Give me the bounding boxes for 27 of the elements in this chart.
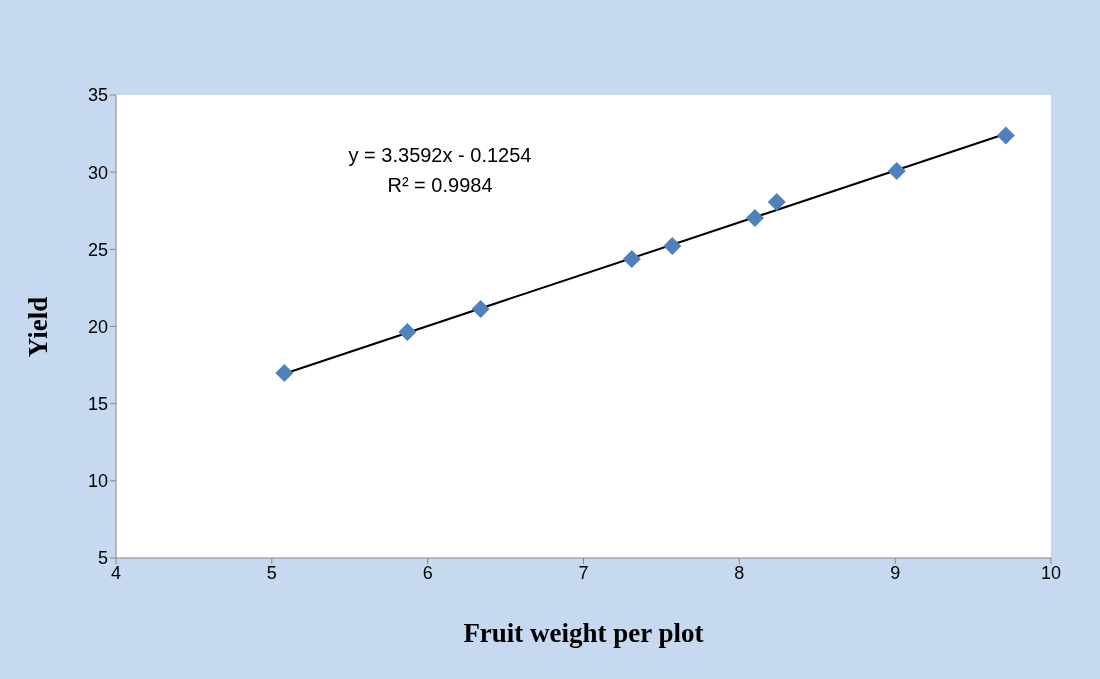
y-axis-title: Yield: [22, 296, 54, 357]
x-axis-title: Fruit weight per plot: [462, 618, 705, 649]
point: [622, 250, 641, 269]
annotation: R² = 0.9984: [386, 173, 494, 198]
x-tick-label: 5: [266, 562, 277, 583]
y-tick-label: 25: [87, 239, 108, 260]
x-tick-label: 6: [422, 562, 433, 583]
x-tick-label: 8: [734, 562, 745, 583]
point: [471, 300, 490, 319]
y-tick-label: 10: [87, 471, 108, 492]
point: [887, 162, 906, 181]
y-tick-label: 35: [87, 85, 108, 106]
x-tick-label: 9: [890, 562, 901, 583]
annotation: y = 3.3592x - 0.1254: [347, 143, 533, 168]
point: [663, 237, 682, 256]
point: [767, 192, 786, 211]
y-tick-label: 5: [97, 548, 108, 569]
point: [996, 126, 1015, 145]
y-tick-label: 15: [87, 394, 108, 415]
y-tick-label: 30: [87, 162, 108, 183]
point: [275, 364, 294, 383]
x-tick-label: 10: [1040, 562, 1062, 583]
point: [398, 323, 417, 342]
x-tick-label: 7: [578, 562, 589, 583]
point: [745, 209, 764, 227]
x-tick-label: 4: [110, 562, 122, 583]
y-tick-label: 20: [87, 316, 108, 337]
